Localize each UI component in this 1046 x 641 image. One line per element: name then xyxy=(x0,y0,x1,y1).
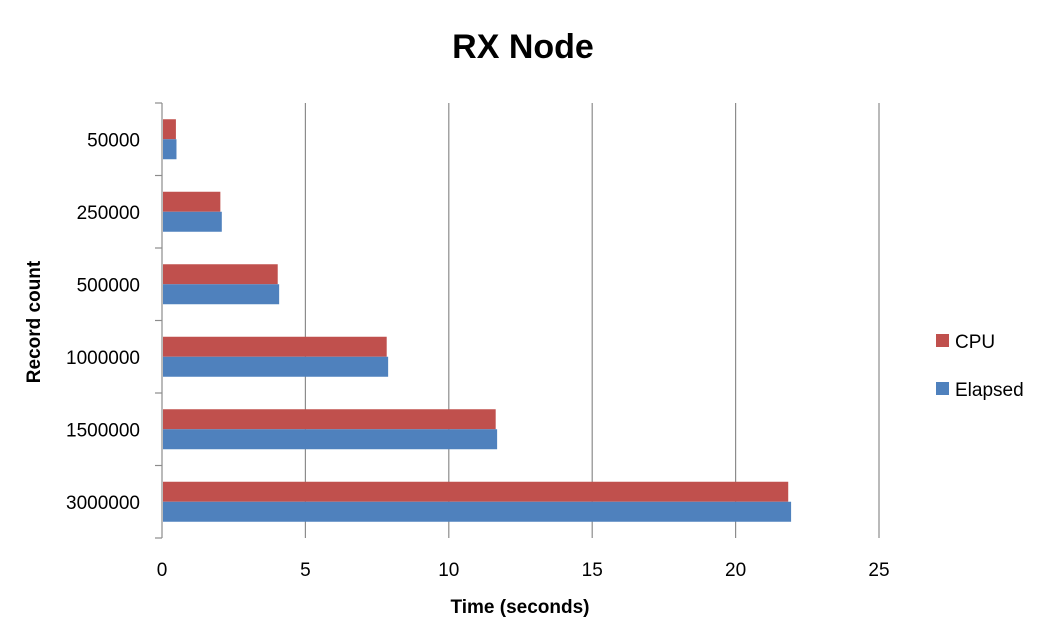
chart-title: RX Node xyxy=(452,28,594,66)
y-tick-label: 3000000 xyxy=(66,493,140,514)
x-tick-label: 15 xyxy=(582,560,603,581)
x-tick-label: 25 xyxy=(868,560,889,581)
bar-cpu-500000 xyxy=(163,264,278,285)
bar-cpu-1000000 xyxy=(163,336,387,357)
bar-elapsed-1000000 xyxy=(163,356,389,377)
x-tick-label: 5 xyxy=(300,560,311,581)
y-tick-label: 50000 xyxy=(87,130,140,151)
x-tick-label: 10 xyxy=(438,560,459,581)
y-tick-label: 500000 xyxy=(77,275,140,296)
bar-cpu-1500000 xyxy=(163,409,496,430)
bar-cpu-3000000 xyxy=(163,481,789,502)
x-tick-label: 0 xyxy=(157,560,168,581)
gridlines xyxy=(304,103,880,538)
y-tick-labels: 50000 250000 500000 1000000 1500000 3000000 xyxy=(66,130,140,514)
legend-label-elapsed: Elapsed xyxy=(955,380,1024,401)
legend-swatch-elapsed xyxy=(936,382,949,395)
bar-elapsed-1500000 xyxy=(163,429,498,450)
bar-elapsed-50000 xyxy=(163,139,177,160)
legend-label-cpu: CPU xyxy=(955,332,995,353)
bar-elapsed-3000000 xyxy=(163,501,792,522)
legend: CPU Elapsed xyxy=(936,332,1024,401)
y-tick-label: 1500000 xyxy=(66,420,140,441)
x-tick-labels: 0 5 10 15 20 25 xyxy=(157,560,890,581)
x-tick-label: 20 xyxy=(725,560,746,581)
bar-cpu-250000 xyxy=(163,191,221,212)
x-axis-title: Time (seconds) xyxy=(450,597,589,618)
bar-cpu-50000 xyxy=(163,119,176,140)
y-tick-label: 250000 xyxy=(77,203,140,224)
y-tick-label: 1000000 xyxy=(66,348,140,369)
bar-elapsed-500000 xyxy=(163,284,280,305)
y-axis-title: Record count xyxy=(24,260,45,383)
bar-elapsed-250000 xyxy=(163,211,222,232)
axes xyxy=(155,102,163,539)
bars xyxy=(163,119,792,522)
legend-swatch-cpu xyxy=(936,334,949,347)
